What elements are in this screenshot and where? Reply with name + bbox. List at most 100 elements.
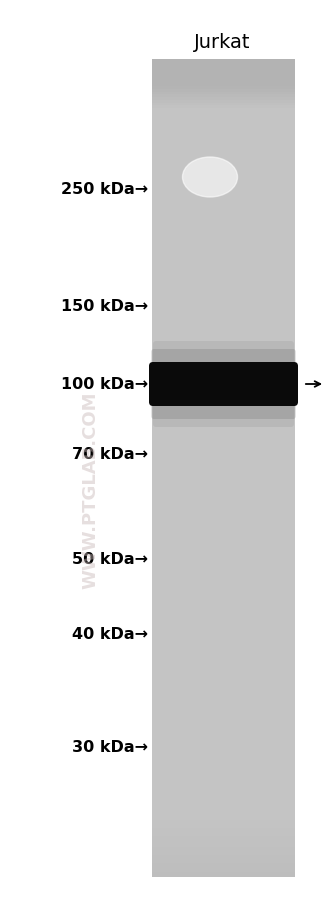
Bar [152, 774, 295, 777]
Bar [152, 502, 295, 504]
Bar [152, 327, 295, 329]
Bar [152, 695, 295, 697]
Bar [152, 665, 295, 667]
Bar [152, 403, 295, 406]
Bar [152, 182, 295, 185]
Bar [152, 299, 295, 302]
Bar [152, 147, 295, 150]
Bar [152, 449, 295, 452]
Bar [152, 749, 295, 751]
Bar [152, 213, 295, 216]
Bar [152, 337, 295, 340]
Bar [152, 221, 295, 224]
Bar [152, 392, 295, 395]
Bar [152, 452, 295, 455]
Bar [152, 207, 295, 210]
Bar [152, 471, 295, 474]
Bar [152, 801, 295, 804]
Bar [152, 526, 295, 529]
Bar [152, 329, 295, 332]
Bar [152, 117, 295, 120]
Bar [152, 324, 295, 327]
Bar [152, 759, 295, 762]
Bar [152, 553, 295, 556]
Bar [152, 855, 295, 858]
Ellipse shape [182, 158, 238, 198]
Bar [152, 204, 295, 207]
Bar [152, 245, 295, 248]
Bar [152, 463, 295, 465]
Bar [152, 847, 295, 850]
Bar [152, 125, 295, 128]
Bar [152, 318, 295, 321]
Bar [152, 716, 295, 719]
Bar [152, 529, 295, 531]
Bar [152, 286, 295, 289]
Bar [152, 349, 295, 352]
Bar [152, 395, 295, 398]
Bar [152, 610, 295, 612]
Bar [152, 163, 295, 166]
Bar [152, 96, 295, 98]
Bar [152, 335, 295, 337]
Bar [152, 272, 295, 275]
Bar [152, 572, 295, 575]
Bar [152, 825, 295, 828]
Bar [152, 482, 295, 484]
Text: 100 kDa→: 100 kDa→ [61, 377, 148, 392]
Bar [152, 400, 295, 403]
Bar [152, 142, 295, 144]
Bar [152, 251, 295, 253]
Bar [152, 719, 295, 722]
Bar [152, 278, 295, 281]
Bar [152, 689, 295, 692]
Bar [152, 237, 295, 240]
Bar [152, 376, 295, 379]
Bar [152, 839, 295, 842]
Bar [152, 732, 295, 735]
Bar [152, 382, 295, 384]
Bar [152, 289, 295, 291]
Bar [152, 433, 295, 436]
Bar [152, 283, 295, 286]
Bar [152, 270, 295, 272]
Bar [152, 607, 295, 610]
Bar [152, 476, 295, 479]
Bar [152, 681, 295, 684]
Bar [152, 684, 295, 686]
Bar [152, 556, 295, 558]
Bar [152, 588, 295, 591]
Bar [152, 806, 295, 809]
Bar [152, 820, 295, 823]
Bar [152, 727, 295, 730]
Bar [152, 409, 295, 411]
Bar [152, 259, 295, 262]
Bar [152, 193, 295, 196]
Bar [152, 817, 295, 820]
Bar [152, 754, 295, 757]
Bar [152, 523, 295, 526]
Bar [152, 71, 295, 74]
Bar [152, 785, 295, 787]
Bar [152, 491, 295, 493]
Bar [152, 155, 295, 158]
Bar [152, 537, 295, 539]
Bar [152, 248, 295, 251]
Bar [152, 510, 295, 512]
Bar [152, 630, 295, 632]
Bar [152, 313, 295, 316]
Bar [152, 267, 295, 270]
Bar [152, 185, 295, 188]
Bar [152, 618, 295, 621]
Bar [152, 128, 295, 131]
Bar [152, 294, 295, 297]
Bar [152, 444, 295, 446]
Bar [152, 316, 295, 318]
Bar [152, 771, 295, 774]
Bar [152, 621, 295, 623]
Bar [152, 253, 295, 256]
Bar [152, 692, 295, 695]
Text: 40 kDa→: 40 kDa→ [72, 627, 148, 642]
Bar [152, 262, 295, 264]
Bar [152, 871, 295, 874]
